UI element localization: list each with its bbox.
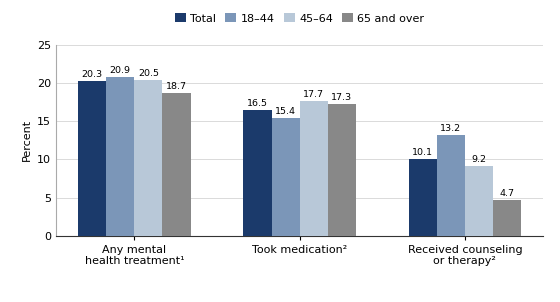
Text: 20.5: 20.5 (138, 69, 159, 78)
Bar (493, 200, 521, 236)
Text: 13.2: 13.2 (440, 124, 461, 133)
Bar (162, 93, 190, 236)
Text: 20.3: 20.3 (82, 70, 102, 79)
Text: 9.2: 9.2 (472, 155, 487, 164)
Text: 10.1: 10.1 (412, 148, 433, 157)
Bar (272, 118, 300, 236)
Bar (437, 135, 465, 236)
Bar (106, 76, 134, 236)
Text: 17.3: 17.3 (331, 93, 352, 102)
Bar (78, 81, 106, 236)
Text: 4.7: 4.7 (500, 189, 515, 198)
Bar (134, 79, 162, 236)
Text: 18.7: 18.7 (166, 82, 187, 91)
Bar (244, 110, 272, 236)
Text: 17.7: 17.7 (303, 90, 324, 99)
Bar (409, 159, 437, 236)
Bar (300, 101, 328, 236)
Text: 16.5: 16.5 (247, 99, 268, 108)
Bar (465, 165, 493, 236)
Y-axis label: Percent: Percent (21, 119, 31, 162)
Text: 15.4: 15.4 (275, 108, 296, 117)
Legend: Total, 18–44, 45–64, 65 and over: Total, 18–44, 45–64, 65 and over (170, 9, 429, 28)
Bar (328, 104, 356, 236)
Text: 20.9: 20.9 (110, 66, 131, 75)
